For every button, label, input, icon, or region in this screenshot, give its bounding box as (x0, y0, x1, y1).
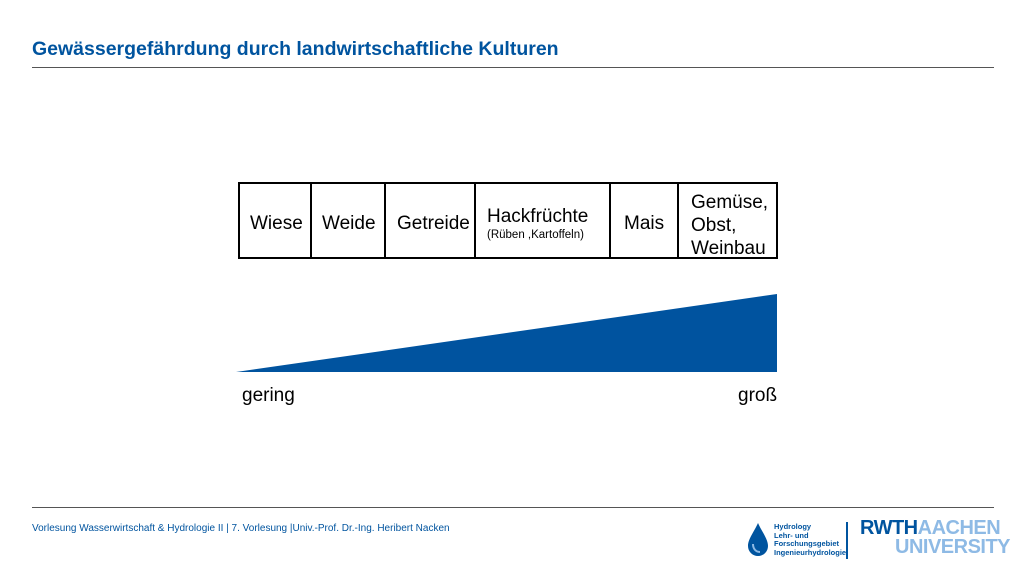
hydrology-logo-text: Hydrology Lehr- und Forschungsgebiet Ing… (774, 522, 847, 557)
risk-wedge-shape (236, 294, 777, 372)
rwth-logo: RWTHAACHEN (860, 517, 1001, 539)
crop-label-mais: Mais (624, 213, 665, 234)
hydrology-drop-icon (748, 523, 768, 556)
crop-label-wiese: Wiese (250, 213, 303, 234)
crop-box-weide (310, 182, 386, 259)
logo-separator (846, 522, 848, 559)
crop-label-hackfruechte: Hackfrüchte (487, 206, 589, 227)
crop-box-gemuese (677, 182, 778, 259)
scale-label-low: gering (242, 385, 295, 406)
crop-box-getreide (384, 182, 476, 259)
risk-wedge (236, 294, 777, 372)
crop-label-weide: Weide (322, 213, 376, 234)
rwth-logo-university: UNIVERSITY (895, 536, 1011, 558)
title-divider (32, 67, 994, 68)
rwth-logo-rwth: RWTH (860, 517, 918, 539)
rwth-logo-aachen: AACHEN (917, 517, 1001, 539)
hydrology-logo-line-1: Hydrology (774, 522, 812, 531)
crop-sublabel-hackfruechte: (Rüben ,Kartoffeln) (487, 229, 584, 241)
hydrology-logo-line-3: Forschungsgebiet (774, 539, 840, 548)
footer-text: Vorlesung Wasserwirtschaft & Hydrologie … (32, 523, 450, 534)
crop-box-wiese (238, 182, 312, 259)
hydrology-logo-line-4: Ingenieurhydrologie (774, 547, 847, 557)
crop-label-gemuese-line3: Weinbau (691, 238, 766, 259)
scale-label-high: groß (738, 385, 778, 406)
crop-label-gemuese-line2: Obst, (691, 215, 737, 236)
hydrology-logo-line-2: Lehr- und (774, 530, 809, 540)
crop-label-getreide: Getreide (397, 213, 470, 234)
slide-title: Gewässergefährdung durch landwirtschaftl… (32, 38, 559, 60)
crop-label-gemuese-line1: Gemüse, (691, 192, 769, 213)
crop-box-mais (609, 182, 679, 259)
footer-divider (32, 507, 994, 508)
